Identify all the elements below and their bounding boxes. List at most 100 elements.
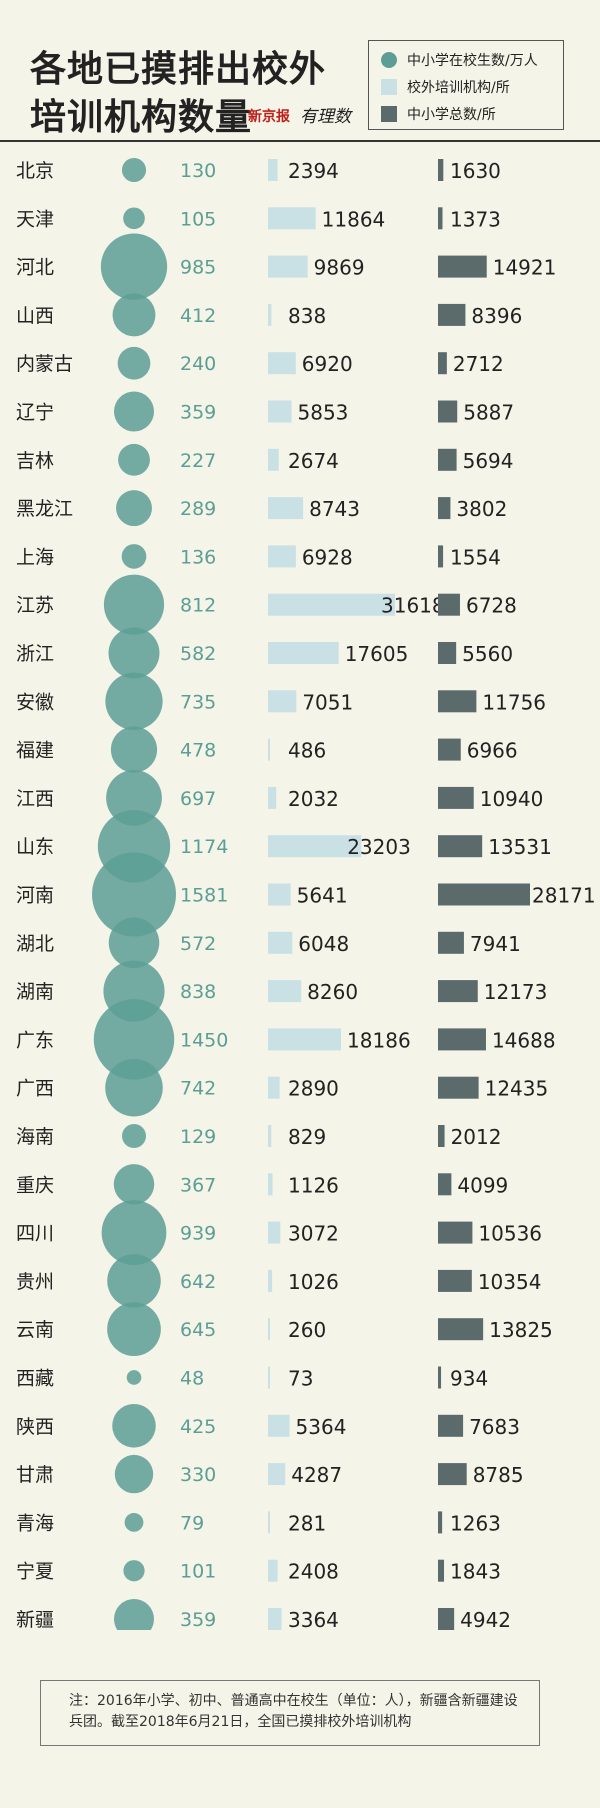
schools-value: 13825	[489, 1318, 553, 1342]
province-label: 海南	[16, 1126, 54, 1148]
province-label: 黑龙江	[16, 498, 73, 520]
students-value: 1450	[180, 1029, 228, 1051]
schools-value: 8396	[471, 304, 522, 328]
students-value: 227	[180, 450, 216, 472]
province-label: 四川	[16, 1223, 54, 1245]
footnote: 注：2016年小学、初中、普通高中在校生（单位：人），新疆含新疆建设兵团。截至2…	[40, 1680, 540, 1746]
student-bubble	[116, 490, 152, 527]
schools-value: 10536	[478, 1222, 542, 1246]
institutions-bar	[268, 931, 293, 954]
province-label: 吉林	[16, 450, 54, 472]
student-bubble	[100, 233, 168, 300]
institutions-bar	[268, 835, 362, 858]
province-label: 福建	[16, 740, 54, 762]
institutions-value: 1026	[288, 1270, 339, 1294]
institutions-bar	[268, 1414, 290, 1437]
schools-value: 14921	[493, 256, 557, 280]
student-bubble	[101, 1200, 167, 1265]
institutions-bar	[268, 1608, 282, 1630]
schools-bar	[438, 303, 466, 326]
schools-bar	[438, 1028, 486, 1051]
institutions-bar	[268, 786, 277, 809]
legend-label-students: 中小学在校生数/万人	[407, 53, 538, 69]
students-value: 1581	[180, 885, 228, 907]
students-value: 742	[180, 1078, 216, 1100]
institutions-bar	[268, 1366, 270, 1389]
legend-square-light-icon	[381, 79, 397, 95]
province-label: 山东	[16, 836, 54, 858]
schools-bar	[438, 545, 444, 568]
institutions-bar	[268, 1269, 273, 1292]
student-bubble	[124, 1513, 144, 1532]
schools-bar	[438, 400, 458, 423]
schools-value: 5694	[463, 449, 514, 473]
schools-bar	[438, 690, 477, 713]
students-value: 812	[180, 595, 216, 617]
schools-bar	[438, 1366, 442, 1389]
institutions-value: 23203	[347, 835, 411, 859]
schools-bar	[438, 786, 474, 809]
province-label: 陕西	[16, 1416, 54, 1438]
institutions-bar	[268, 497, 304, 520]
schools-value: 2012	[451, 1125, 502, 1149]
students-value: 838	[180, 981, 216, 1003]
province-label: 西藏	[16, 1368, 54, 1390]
province-label: 新疆	[16, 1609, 54, 1630]
institutions-value: 73	[288, 1367, 313, 1391]
student-bubble	[114, 1454, 154, 1494]
province-label: 江苏	[16, 595, 54, 617]
student-bubble	[107, 1302, 161, 1357]
institutions-bar	[268, 207, 316, 230]
schools-value: 1554	[450, 545, 501, 569]
schools-bar	[438, 255, 487, 278]
student-bubble	[122, 1124, 146, 1148]
schools-value: 5887	[463, 401, 514, 425]
student-bubble	[113, 391, 155, 432]
institutions-bar	[268, 255, 308, 278]
province-label: 湖北	[16, 933, 54, 955]
legend-label-schools: 中小学总数/所	[407, 107, 496, 123]
students-value: 48	[180, 1368, 204, 1390]
institutions-bar	[268, 1076, 280, 1099]
schools-value: 14688	[492, 1028, 556, 1052]
schools-value: 28171	[532, 884, 596, 908]
schools-value: 10354	[478, 1270, 542, 1294]
student-bubble	[112, 293, 156, 337]
students-value: 359	[180, 402, 216, 424]
schools-value: 12435	[485, 1077, 549, 1101]
institutions-value: 6048	[298, 932, 349, 956]
institutions-bar	[268, 1511, 270, 1534]
province-label: 宁夏	[16, 1561, 54, 1583]
student-bubble	[93, 999, 175, 1080]
institutions-value: 7051	[302, 690, 353, 714]
institutions-bar	[268, 1173, 273, 1196]
brand-script-logo: 有理数	[300, 107, 351, 127]
schools-bar	[438, 738, 461, 761]
schools-bar	[438, 931, 464, 954]
institutions-value: 3364	[288, 1608, 339, 1630]
institutions-value: 9869	[314, 256, 365, 280]
institutions-bar	[268, 883, 291, 906]
student-bubble	[103, 574, 165, 635]
brand-logo: 新京报	[248, 109, 290, 125]
students-value: 985	[180, 257, 216, 279]
students-value: 478	[180, 740, 216, 762]
schools-bar	[438, 835, 483, 858]
province-label: 广东	[16, 1029, 54, 1051]
student-bubble	[107, 1254, 161, 1308]
province-label: 河南	[16, 885, 54, 907]
institutions-bar	[268, 1125, 272, 1147]
students-value: 359	[180, 1609, 216, 1630]
province-label: 重庆	[16, 1174, 54, 1196]
student-bubble	[108, 917, 160, 969]
institutions-bar	[268, 545, 296, 568]
student-bubble	[121, 157, 147, 183]
student-bubble	[106, 770, 162, 826]
schools-bar	[438, 642, 457, 664]
schools-bar	[438, 980, 478, 1003]
institutions-value: 2890	[288, 1077, 339, 1101]
institutions-bar	[268, 159, 278, 181]
institutions-value: 5364	[296, 1415, 347, 1439]
schools-bar	[438, 207, 443, 230]
